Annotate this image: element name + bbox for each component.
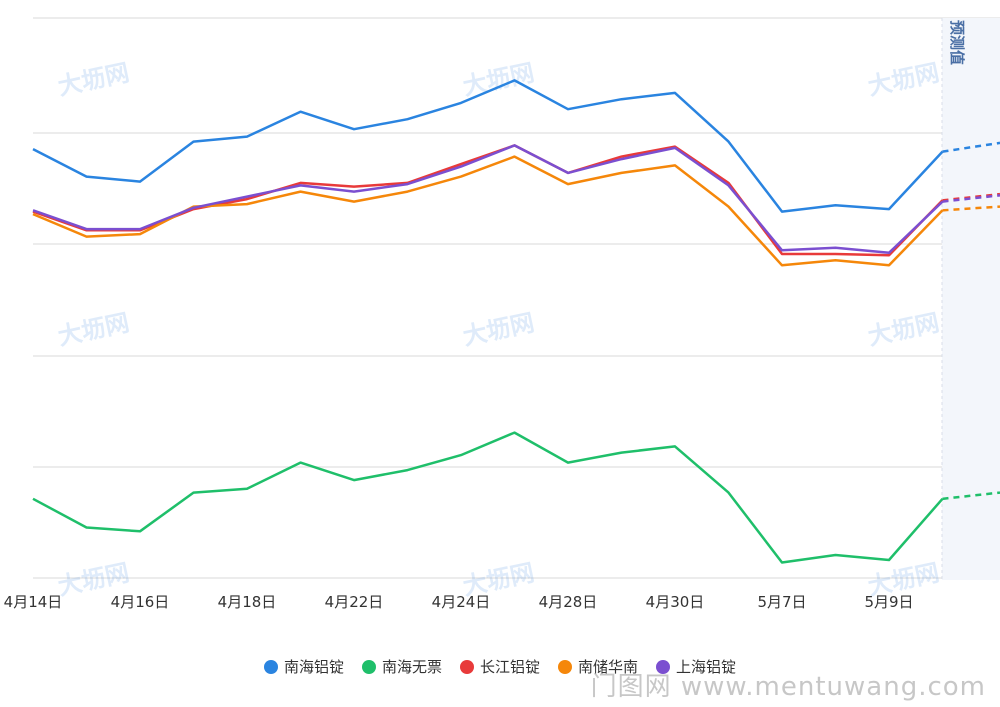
watermark-logo: 大坜网: [460, 309, 536, 351]
x-tick-label: 4月14日: [4, 593, 63, 611]
forecast-region: [942, 18, 1000, 580]
watermark-logo: 大坜网: [55, 59, 131, 101]
x-tick-label: 4月18日: [218, 593, 277, 611]
x-tick-label: 4月22日: [325, 593, 384, 611]
legend-item-changjiang-ingot[interactable]: 长江铝锭: [459, 656, 540, 677]
legend-label: 南海无票: [381, 658, 442, 676]
site-watermark: 门图网 www.mentuwang.com: [590, 672, 986, 702]
series-line-2[interactable]: [32, 144, 944, 257]
legend-label: 南储华南: [578, 658, 639, 676]
x-tick-label: 4月24日: [432, 593, 491, 611]
watermark-logo: 大坜网: [865, 59, 941, 101]
series-line-0[interactable]: [32, 79, 944, 213]
series-line-4[interactable]: [32, 144, 944, 255]
series-line-1[interactable]: [32, 431, 944, 564]
legend-item-shanghai-ingot[interactable]: 上海铝锭: [656, 656, 736, 677]
series-layer: [32, 79, 1000, 564]
watermark-logo: 大坜网: [865, 309, 941, 351]
legend-item-nanchu-huanan[interactable]: 南储华南: [558, 656, 638, 677]
x-tick-label: 4月30日: [646, 593, 705, 611]
x-tick-label: 5月9日: [864, 593, 913, 611]
series-forecast-4: [942, 194, 1000, 203]
x-axis: 4月14日 4月16日 4月18日 4月22日 4月24日 4月28日 4月30日 5月7日 5…: [4, 593, 914, 611]
legend-marker: [459, 659, 474, 674]
legend-marker: [656, 659, 671, 674]
x-tick-label: 4月16日: [111, 593, 170, 611]
x-tick-label: 5月7日: [757, 593, 806, 611]
legend-label: 上海铝锭: [676, 658, 737, 676]
legend-marker: [558, 659, 572, 674]
legend-item-nanhai-ingot[interactable]: 南海铝锭: [263, 656, 344, 677]
watermark-logo: 大坜网: [460, 59, 536, 101]
gridlines: [33, 17, 1000, 579]
watermark-logo: 大坜网: [55, 309, 131, 351]
x-tick-label: 4月28日: [539, 593, 598, 611]
legend-marker: [361, 659, 376, 674]
legend-label: 南海铝锭: [283, 658, 344, 676]
series-forecast-0: [942, 141, 1000, 153]
forecast-label: 预测值: [948, 20, 966, 65]
series-forecast-3: [942, 205, 1000, 212]
legend-item-nanhai-noinvoice[interactable]: 南海无票: [361, 656, 442, 677]
series-forecast-1: [942, 491, 1000, 501]
legend: 南海铝锭 南海无票 长江铝锭 南储华南 上海铝锭: [0, 656, 1000, 677]
legend-label: 长江铝锭: [479, 658, 540, 676]
legend-marker: [263, 659, 278, 674]
